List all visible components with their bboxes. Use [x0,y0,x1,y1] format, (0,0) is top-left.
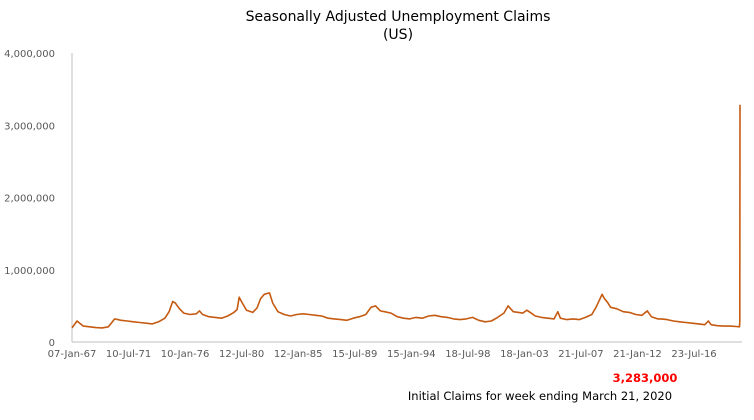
annotation-text: Initial Claims for week ending March 21,… [408,389,672,403]
x-tick-label: 21-Jul-07 [558,349,603,360]
x-tick-label: 18-Jan-03 [500,349,549,360]
x-tick-label: 18-Jul-98 [445,349,490,360]
x-tick-label: 07-Jan-67 [48,349,97,360]
chart-title: Seasonally Adjusted Unemployment Claims [246,9,551,25]
x-tick-label: 10-Jul-71 [106,349,151,360]
annotation-value: 3,283,000 [613,371,678,385]
y-tick-label: 3,000,000 [4,121,55,132]
plot-series-group [71,104,741,329]
y-axis-tick-labels: 0 1,000,000 2,000,000 3,000,000 4,000,000 [4,49,55,349]
x-tick-label: 21-Jan-12 [613,349,662,360]
y-tick-label: 2,000,000 [4,194,55,205]
x-axis-tick-labels: 07-Jan-67 10-Jul-71 10-Jan-76 12-Jul-80 12-J… [48,349,717,360]
claims-series-line [71,104,741,329]
x-tick-label: 23-Jul-16 [671,349,716,360]
x-tick-label: 12-Jan-85 [274,349,323,360]
x-tick-label: 15-Jul-89 [332,349,377,360]
chart-subtitle: (US) [383,27,413,43]
y-tick-label: 1,000,000 [4,266,55,277]
x-tick-label: 10-Jan-76 [161,349,210,360]
x-tick-label: 15-Jan-94 [387,349,436,360]
y-tick-label: 4,000,000 [4,49,55,60]
y-tick-label: 0 [49,338,55,349]
x-tick-label: 12-Jul-80 [219,349,264,360]
